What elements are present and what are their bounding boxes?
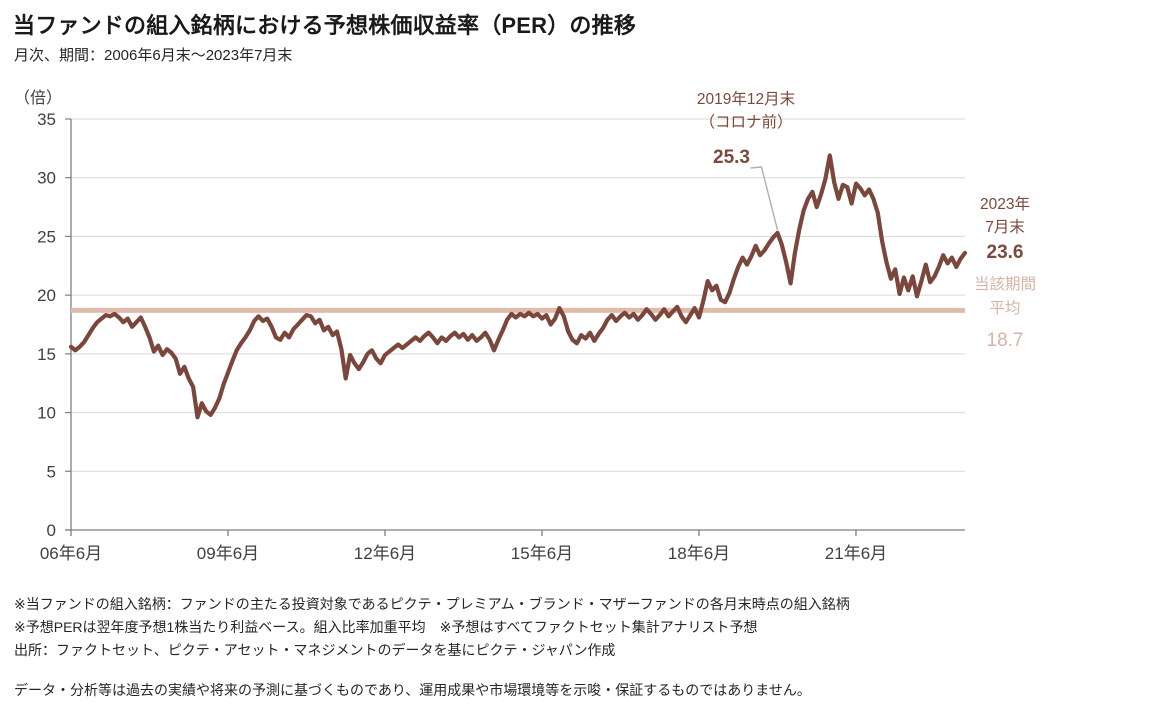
y-tick-label: 25 [37, 227, 56, 246]
annotation-pre-covid-note: （コロナ前） [699, 114, 793, 131]
annotation-latest-year: 2023年 [980, 196, 1030, 213]
y-tick-label: 0 [47, 521, 56, 540]
annotation-pre-covid: 2019年12月末 （コロナ前） [664, 88, 828, 134]
average-label-line1: 当該期間 [973, 276, 1036, 293]
per-series-line [68, 153, 968, 420]
footnotes: ※当ファンドの組入銘柄：ファンドの主たる投資対象であるピクテ・プレミアム・ブラン… [14, 593, 850, 662]
average-label-line2: 平均 [989, 300, 1021, 317]
annotation-latest: 2023年 7月末 23.6 当該期間 平均 18.7 [960, 193, 1050, 354]
x-tick-label: 18年6月 [668, 544, 730, 563]
disclaimer-text: データ・分析等は過去の実績や将来の予測に基づくものであり、運用成果や市場環境等を… [14, 682, 811, 698]
x-tick-label: 06年6月 [40, 544, 102, 563]
annotation-leader-line [750, 166, 779, 231]
y-tick-label: 30 [37, 169, 56, 188]
average-value: 18.7 [986, 330, 1024, 351]
footnote-source: 出所：ファクトセット、ピクテ・アセット・マネジメントのデータを基にピクテ・ジャパ… [14, 642, 616, 658]
y-tick-label: 5 [47, 462, 56, 481]
annotation-pre-covid-date: 2019年12月末 [696, 91, 796, 108]
x-tick-label: 12年6月 [354, 544, 416, 563]
y-tick-label: 10 [37, 404, 56, 423]
x-tick-label: 09年6月 [197, 544, 259, 563]
annotation-latest-value: 23.6 [986, 242, 1024, 263]
annotation-pre-covid-value: 25.3 [713, 147, 750, 168]
x-tick-label: 21年6月 [825, 544, 887, 563]
footnote-per-basis: ※予想PERは翌年度予想1株当たり利益ベース。組入比率加重平均 ※予想はすべてフ… [14, 619, 758, 635]
x-tick-label: 15年6月 [511, 544, 573, 563]
y-axis-unit-label: （倍） [14, 90, 63, 107]
annotation-latest-month: 7月末 [985, 219, 1025, 236]
chart-subtitle: 月次、期間：2006年6月末～2023年7月末 [14, 47, 293, 64]
footnote-holdings: ※当ファンドの組入銘柄：ファンドの主たる投資対象であるピクテ・プレミアム・ブラン… [14, 596, 850, 612]
y-tick-label: 15 [37, 345, 56, 364]
y-tick-label: 35 [37, 110, 56, 129]
y-tick-label: 20 [37, 286, 56, 305]
page-title: 当ファンドの組入銘柄における予想株価収益率（PER）の推移 [13, 13, 637, 38]
